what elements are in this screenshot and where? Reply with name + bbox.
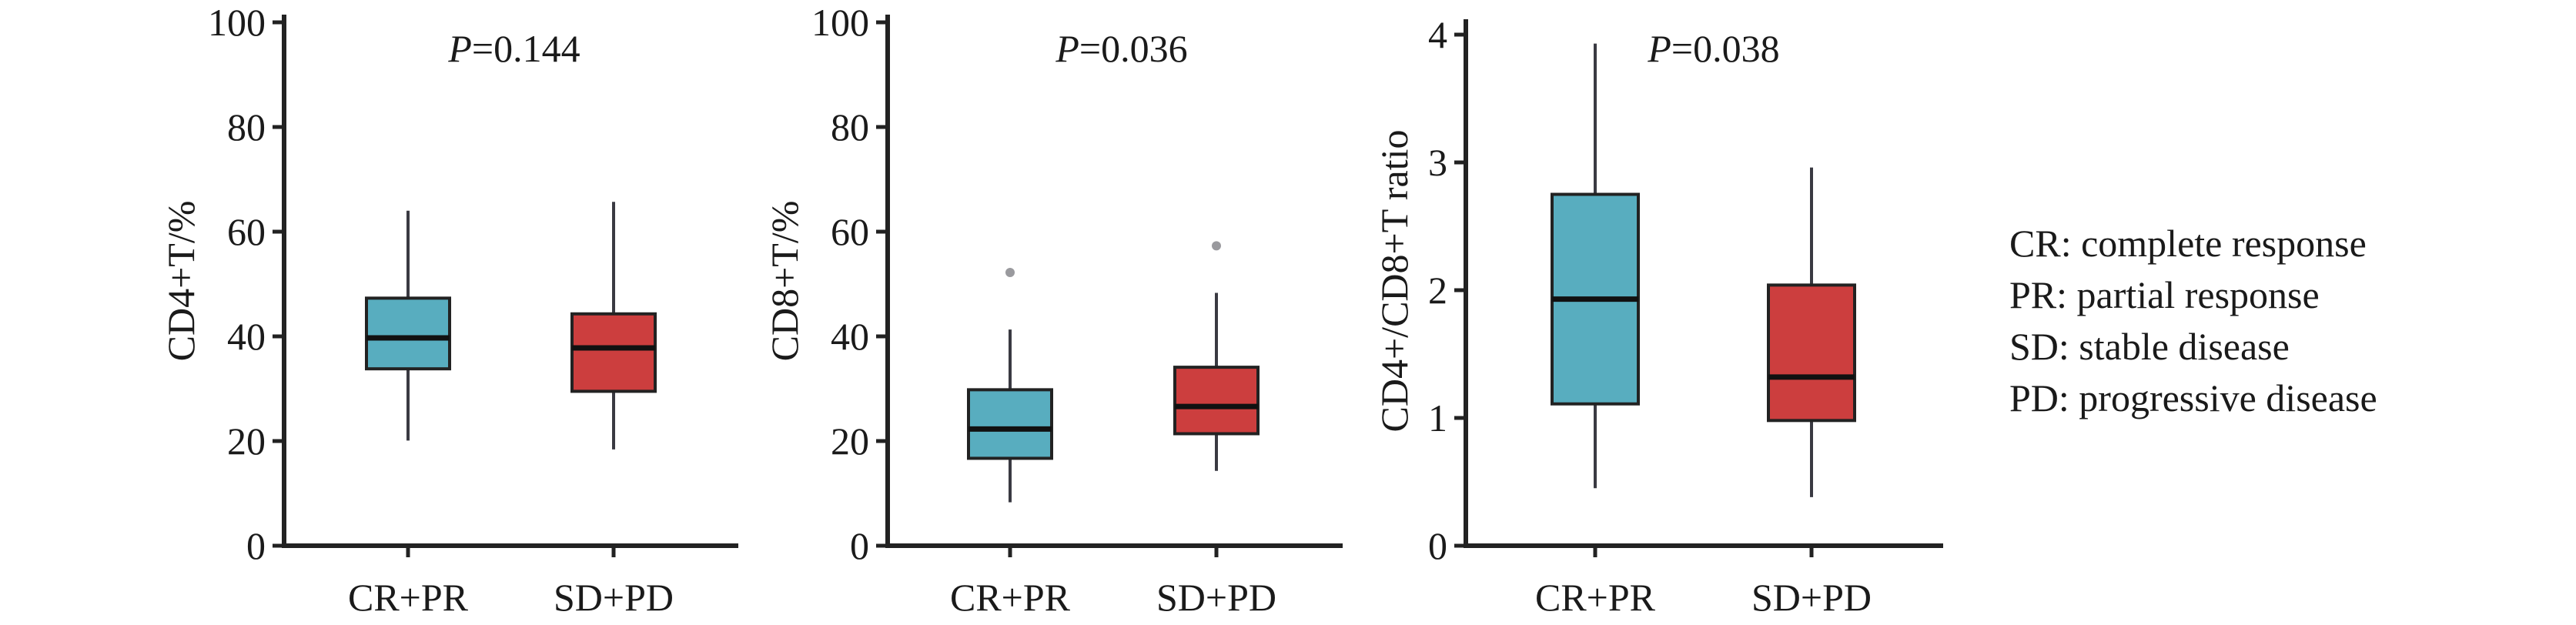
box-cr-pr: CR+PR [950, 268, 1071, 619]
y-tick-label: 100 [208, 1, 266, 44]
p-value: =0.038 [1671, 27, 1780, 70]
panel-3: 0 1 2 3 4 CD4+/CD8+T ratio P=0.038 CR+PR SD+PD [1373, 13, 1943, 619]
y-tick-label: 80 [227, 105, 266, 149]
iqr-box [967, 388, 1053, 460]
iqr-box [1767, 283, 1856, 423]
box-sd-pd: SD+PD [554, 202, 674, 619]
p-symbol: P [1055, 27, 1079, 70]
y-tick-label: 3 [1428, 141, 1447, 184]
box-sd-pd: SD+PD [1156, 241, 1276, 619]
y-axis-title: CD8+T/% [763, 201, 806, 362]
y-tick-label: 40 [831, 315, 869, 358]
p-value: =0.144 [472, 27, 580, 70]
y-axis-title: CD4+T/% [159, 201, 202, 362]
y-tick-label: 2 [1428, 269, 1447, 312]
p-value-label: P=0.038 [1647, 27, 1779, 70]
box-sd-pd: SD+PD [1751, 167, 1872, 619]
p-value: =0.036 [1079, 27, 1188, 70]
y-tick-label: 1 [1428, 396, 1447, 440]
x-category-label: CR+PR [348, 576, 469, 619]
iqr-box [1173, 366, 1260, 436]
x-category-label: SD+PD [1751, 576, 1872, 619]
legend-item-pr: PR: partial response [2009, 273, 2320, 316]
legend-item-sd: SD: stable disease [2009, 325, 2290, 368]
panel-2: 0 20 40 60 80 100 CD8+T/% P=0.036 CR+PR SD+PD [763, 1, 1343, 619]
y-tick-label: 0 [1428, 524, 1447, 567]
y-tick-label: 0 [246, 524, 266, 567]
y-tick-label: 60 [831, 210, 869, 253]
y-tick-label: 20 [227, 419, 266, 463]
x-category-label: CR+PR [950, 576, 1071, 619]
p-value-label: P=0.036 [1055, 27, 1187, 70]
y-tick-label: 100 [811, 1, 869, 44]
y-axis-title: CD4+/CD8+T ratio [1373, 130, 1416, 433]
outlier-point [1005, 268, 1015, 278]
y-tick-label: 60 [227, 210, 266, 253]
y-tick-label: 4 [1428, 13, 1447, 56]
iqr-box [365, 296, 451, 371]
x-category-label: SD+PD [1156, 576, 1276, 619]
y-tick-label: 0 [850, 524, 869, 567]
legend-item-pd: PD: progressive disease [2009, 376, 2377, 419]
legend: CR: complete response PR: partial respon… [2009, 222, 2377, 419]
x-category-label: SD+PD [554, 576, 674, 619]
y-tick-label: 80 [831, 105, 869, 149]
box-cr-pr: CR+PR [348, 210, 469, 619]
panel-1: 0 20 40 60 80 100 CD4+T/% P=0.144 CR+PR SD+PD [159, 1, 738, 619]
x-category-label: CR+PR [1535, 576, 1656, 619]
y-tick-label: 40 [227, 315, 266, 358]
p-symbol: P [1647, 27, 1671, 70]
y-tick-label: 20 [831, 419, 869, 463]
p-value-label: P=0.144 [447, 27, 580, 70]
outlier-point [1212, 241, 1221, 251]
p-symbol: P [447, 27, 472, 70]
legend-item-cr: CR: complete response [2009, 222, 2367, 265]
iqr-box [570, 312, 657, 393]
box-cr-pr: CR+PR [1535, 43, 1656, 619]
